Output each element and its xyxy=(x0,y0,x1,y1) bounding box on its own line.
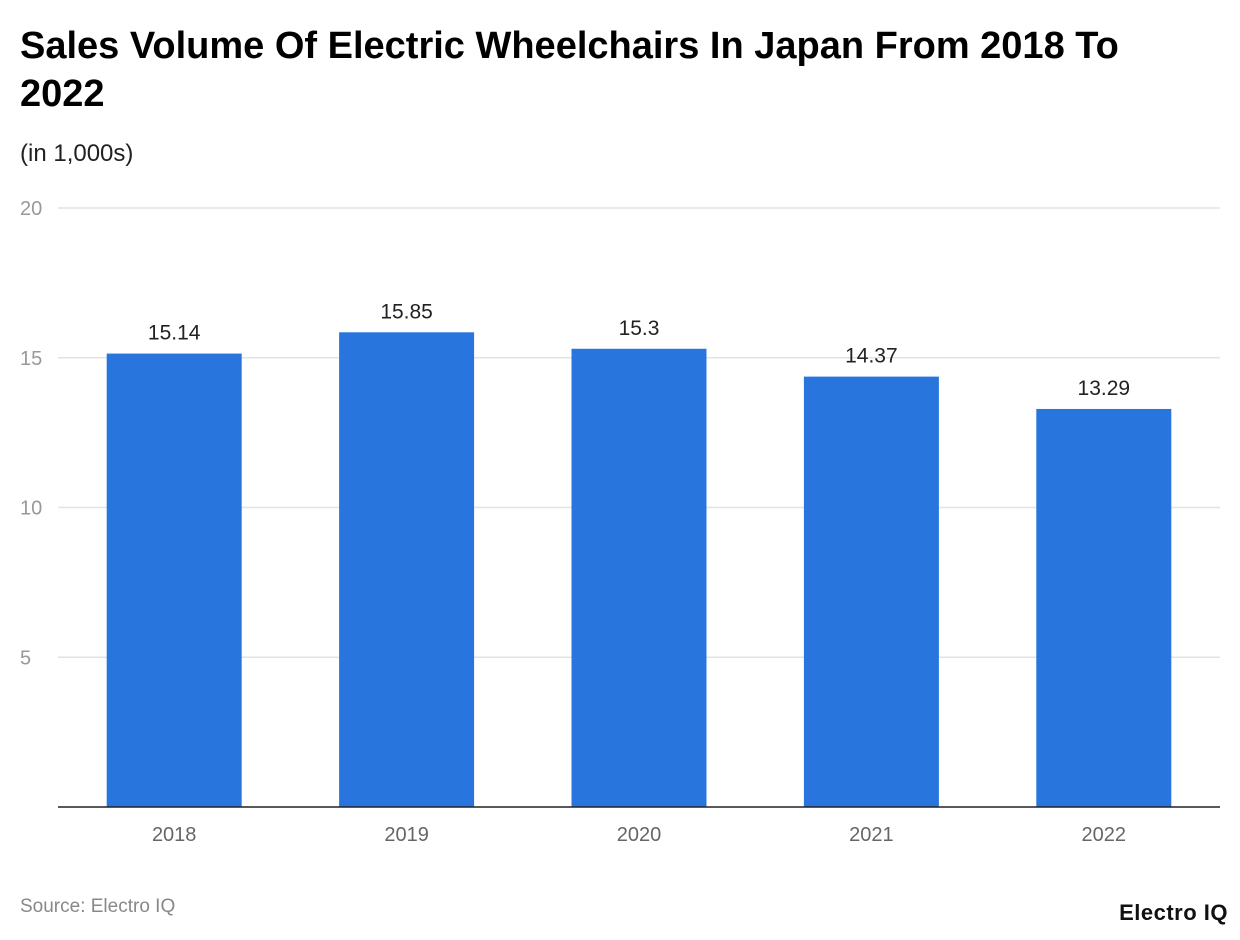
bar xyxy=(339,332,475,807)
chart-title: Sales Volume Of Electric Wheelchairs In … xyxy=(20,25,1119,115)
y-tick-label: 20 xyxy=(20,198,42,220)
bar xyxy=(106,353,242,807)
x-tick-label: 2021 xyxy=(849,824,894,846)
data-label: 15.3 xyxy=(619,317,660,340)
brand-logo: Electro IQ xyxy=(1119,900,1228,925)
chart-subtitle: (in 1,000s) xyxy=(20,140,134,167)
x-tick-label: 2022 xyxy=(1082,824,1127,846)
y-tick-label: 15 xyxy=(20,348,42,370)
bar xyxy=(571,348,707,807)
source-note: Source: Electro IQ xyxy=(20,896,176,917)
x-tick-label: 2018 xyxy=(152,824,197,846)
data-label: 14.37 xyxy=(845,345,898,368)
x-tick-label: 2020 xyxy=(617,824,662,846)
data-label: 15.14 xyxy=(148,322,201,345)
y-tick-label: 5 xyxy=(20,647,31,669)
data-label: 15.85 xyxy=(380,300,433,323)
data-label: 13.29 xyxy=(1078,377,1131,400)
bar xyxy=(1036,408,1172,807)
bar xyxy=(803,376,939,807)
x-tick-label: 2019 xyxy=(384,824,429,846)
y-tick-label: 10 xyxy=(20,498,42,520)
